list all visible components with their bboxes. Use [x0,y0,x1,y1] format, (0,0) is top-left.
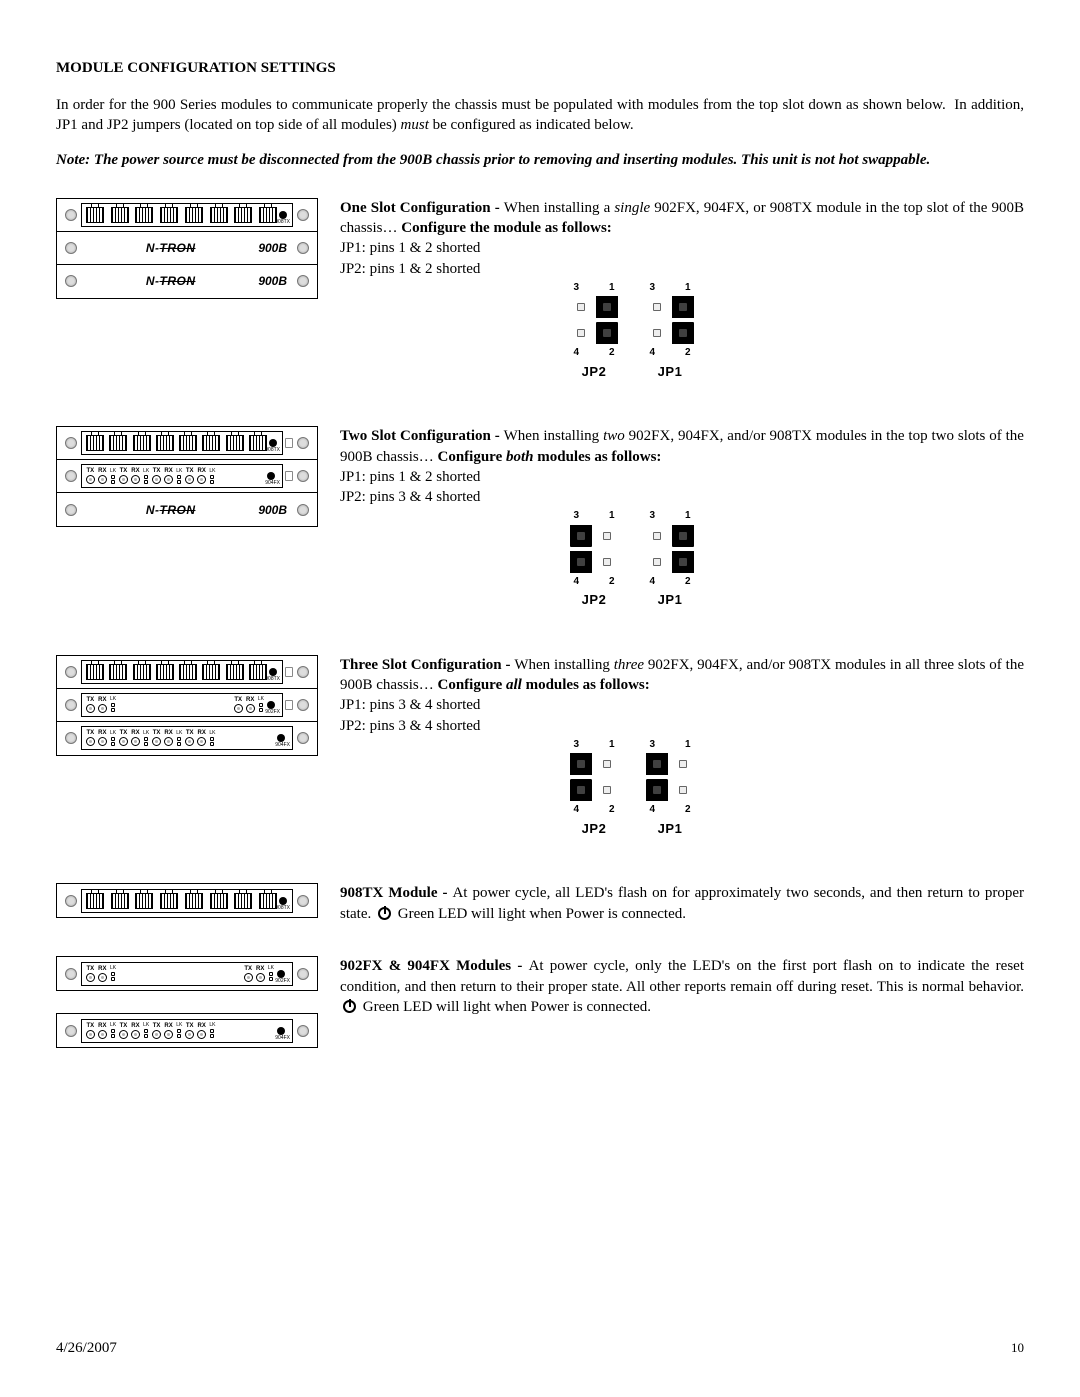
module-902fx-figure: TXRX LK TXRX LK 902FX [56,956,318,991]
module-902fx-text: 902FX & 904FX Modules - At power cycle, … [340,956,1024,1017]
three-slot-text: Three Slot Configuration - When installi… [340,655,1024,696]
one-slot-section: 908TX N-TRON 900B N-TRON 900B [56,198,1024,381]
page-footer: 4/26/2007 10 [56,1340,1024,1357]
footer-page: 10 [1011,1340,1024,1357]
chassis-two-slot: 908TX TXRX LK TXRX LK TXRX LK TXRX [56,426,318,527]
module-908tx-section: 908TX 908TX Module - At power cycle, all… [56,883,1024,940]
screw-icon [65,209,77,221]
three-slot-jumpers: 31 42 JP2 31 42 JP1 [570,738,1024,838]
one-jp1: JP1: pins 1 & 2 shorted [340,238,480,258]
two-slot-text: Two Slot Configuration - When installing… [340,426,1024,467]
two-slot-section: 908TX TXRX LK TXRX LK TXRX LK TXRX [56,426,1024,609]
ports-908tx [84,207,279,223]
three-jp2: JP2: pins 3 & 4 shorted [340,716,1024,736]
section-heading: MODULE CONFIGURATION SETTINGS [56,60,1024,77]
chassis-label: 900B [258,241,287,255]
power-icon [343,1000,356,1013]
warning-note: Note: The power source must be disconnec… [56,150,1024,170]
intro-paragraph: In order for the 900 Series modules to c… [56,95,1024,136]
two-slot-jumpers: 31 42 JP2 31 42 JP1 [570,509,1024,609]
module-908tx-figure: 908TX [56,883,318,918]
one-slot-jumpers: 31 42 JP2 31 42 JP1 [570,281,1024,381]
three-jp1: JP1: pins 3 & 4 shorted [340,695,1024,715]
two-jp1: JP1: pins 1 & 2 shorted [340,467,1024,487]
one-slot-text: One Slot Configuration - When installing… [340,198,1024,239]
power-icon [378,907,391,920]
ports-904fx: TXRX LK TXRX LK TXRX LK TXRX LK [84,468,280,484]
three-slot-section: 908TX TXRX LK TXRX LK 902FX [56,655,1024,838]
chassis-three-slot: 908TX TXRX LK TXRX LK 902FX [56,655,318,756]
brand-label: N-TRON [83,241,258,255]
module-908tx-text: 908TX Module - At power cycle, all LED's… [340,883,1024,924]
module-902fx-section: TXRX LK TXRX LK 902FX TXRX [56,956,1024,1070]
one-jp2: JP2: pins 1 & 2 shorted [340,259,480,279]
footer-date: 4/26/2007 [56,1340,117,1357]
chassis-one-slot: 908TX N-TRON 900B N-TRON 900B [56,198,318,299]
module-904fx-figure: TXRX LK TXRX LK TXRX LK TXRX LK 904FX [56,1013,318,1048]
two-jp2: JP2: pins 3 & 4 shorted [340,487,1024,507]
ports-902fx: TXRX LK TXRX LK [84,697,280,713]
